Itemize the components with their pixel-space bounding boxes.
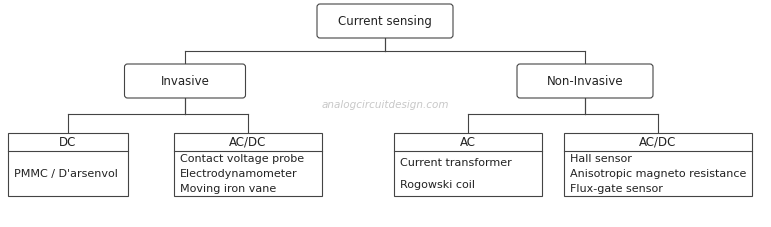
Text: Electrodynamometer: Electrodynamometer (180, 168, 298, 178)
Text: DC: DC (59, 135, 76, 148)
Text: Rogowski coil: Rogowski coil (400, 180, 475, 189)
Text: AC/DC: AC/DC (229, 135, 267, 148)
Text: Current sensing: Current sensing (338, 15, 432, 28)
Text: analogcircuitdesign.com: analogcircuitdesign.com (322, 100, 449, 109)
Text: AC/DC: AC/DC (639, 135, 677, 148)
Text: Contact voltage probe: Contact voltage probe (180, 153, 304, 163)
Bar (564, 133, 752, 196)
Text: Hall sensor: Hall sensor (570, 153, 632, 163)
Text: Current transformer: Current transformer (400, 157, 512, 167)
Text: Invasive: Invasive (160, 75, 210, 88)
Text: Moving iron vane: Moving iron vane (180, 183, 276, 193)
Text: Anisotropic magneto resistance: Anisotropic magneto resistance (570, 168, 746, 178)
Text: PMMC / D'arsenvol: PMMC / D'arsenvol (14, 168, 118, 178)
Text: Flux-gate sensor: Flux-gate sensor (570, 183, 663, 193)
FancyBboxPatch shape (317, 5, 453, 39)
Bar (8, 133, 128, 196)
Text: Non-Invasive: Non-Invasive (547, 75, 623, 88)
Text: AC: AC (460, 135, 476, 148)
Bar (394, 133, 542, 196)
Bar (174, 133, 322, 196)
FancyBboxPatch shape (517, 65, 653, 99)
FancyBboxPatch shape (124, 65, 245, 99)
